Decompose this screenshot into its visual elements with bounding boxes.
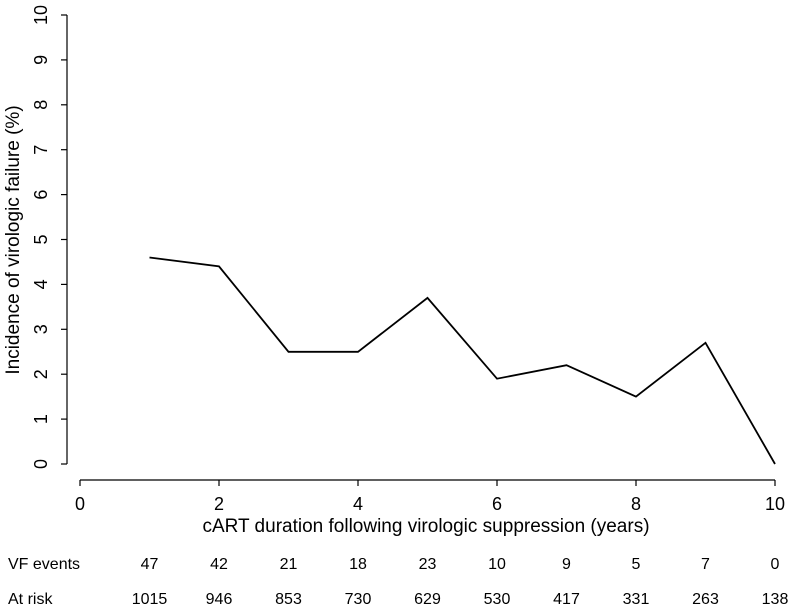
risk-cell: 263	[692, 591, 719, 606]
risk-cell: 10	[488, 556, 506, 573]
risk-cell: 0	[771, 556, 780, 573]
risk-cell: 730	[345, 591, 372, 606]
y-tick-label: 1	[31, 414, 51, 424]
x-tick-label: 8	[631, 494, 641, 514]
risk-cell: 1015	[132, 591, 168, 606]
risk-cell: 530	[484, 591, 511, 606]
x-tick-label: 2	[214, 494, 224, 514]
y-axis-label: Incidence of virologic failure (%)	[3, 105, 24, 374]
x-tick-label: 10	[765, 494, 785, 514]
y-tick-label: 3	[31, 324, 51, 334]
y-tick-label: 2	[31, 369, 51, 379]
risk-cell: 853	[275, 591, 302, 606]
risk-cell: 42	[210, 556, 228, 573]
risk-cell: 18	[349, 556, 367, 573]
risk-cell: 5	[632, 556, 641, 573]
risk-cell: 946	[206, 591, 233, 606]
risk-cell: 9	[562, 556, 571, 573]
risk-cell: 331	[623, 591, 650, 606]
risk-cell: 629	[414, 591, 441, 606]
y-tick-label: 7	[31, 145, 51, 155]
y-tick-label: 9	[31, 55, 51, 65]
axes	[66, 15, 775, 481]
risk-row-label: VF events	[8, 556, 80, 573]
y-tick-label: 0	[31, 459, 51, 469]
x-ticks: 0 2 4 6 8 10	[75, 480, 785, 514]
x-tick-label: 0	[75, 494, 85, 514]
x-tick-label: 4	[353, 494, 363, 514]
series-line	[149, 256, 776, 465]
y-tick-label: 8	[31, 100, 51, 110]
y-ticks: 0 1 2 3 4 5 6 7 8 9 10	[31, 5, 67, 469]
y-tick-label: 6	[31, 190, 51, 200]
x-axis-label: cART duration following virologic suppre…	[202, 516, 649, 537]
y-tick-label: 4	[31, 279, 51, 289]
risk-cell: 23	[419, 556, 437, 573]
risk-cell: 21	[280, 556, 298, 573]
x-tick-label: 6	[492, 494, 502, 514]
risk-cell: 138	[762, 591, 789, 606]
y-tick-label: 5	[31, 234, 51, 244]
risk-table: VF events 47 42 21 18 23 10 9 5 7 0 At risk 1015 946 8…	[8, 556, 788, 606]
risk-cell: 47	[141, 556, 159, 573]
risk-cell: 7	[701, 556, 710, 573]
risk-row-label: At risk	[8, 591, 53, 606]
y-tick-label: 10	[31, 5, 51, 25]
risk-cell: 417	[553, 591, 580, 606]
